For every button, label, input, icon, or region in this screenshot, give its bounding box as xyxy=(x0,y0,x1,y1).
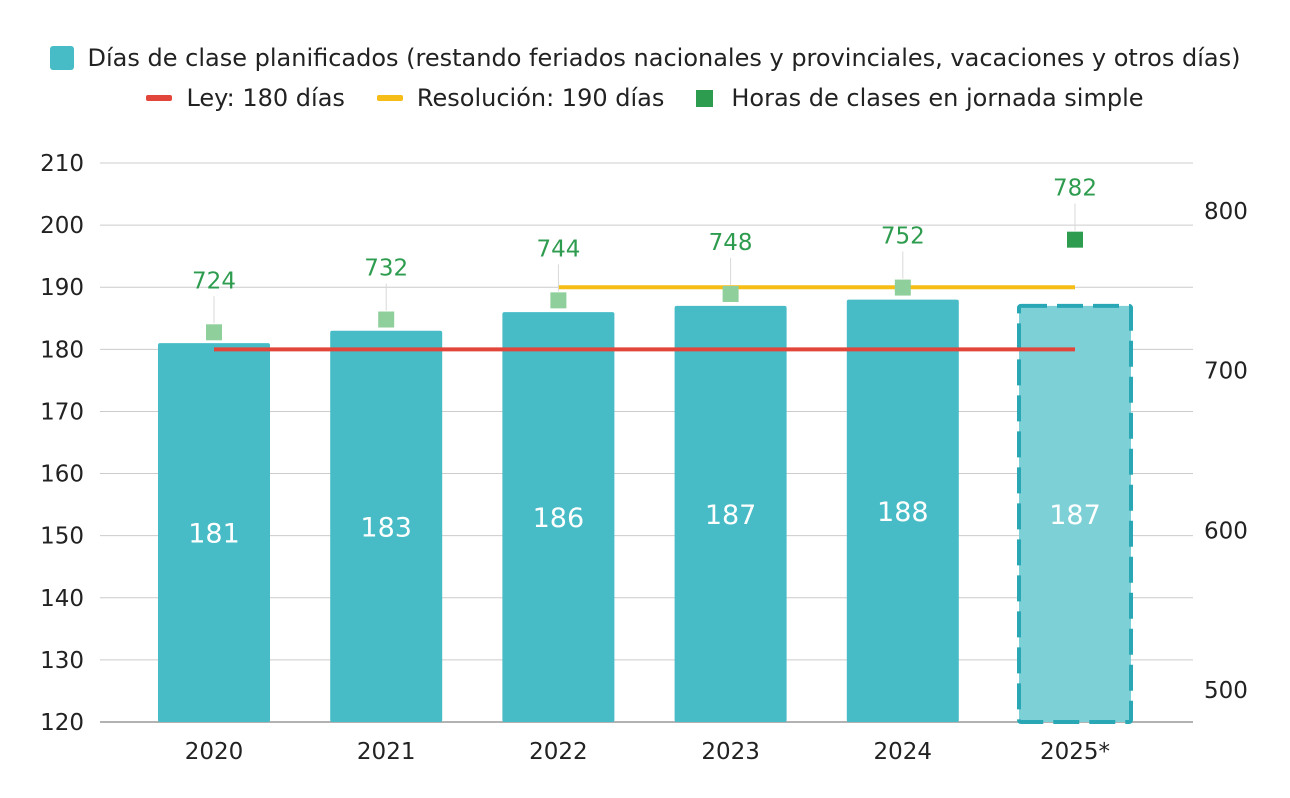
bar-2020 xyxy=(158,343,270,722)
left-tick-label-160: 160 xyxy=(40,462,84,488)
bar-value-label-2022: 186 xyxy=(533,503,585,534)
right-axis: 500 600 700 800 xyxy=(1204,199,1248,704)
legend-item-hours: Horas de clases en jornada simple xyxy=(696,84,1144,112)
left-tick-label-150: 150 xyxy=(40,524,84,550)
bar-2025* xyxy=(1017,303,1133,724)
gridlines xyxy=(100,162,1193,723)
left-tick-label-180: 180 xyxy=(40,337,84,363)
hours-label-2021: 732 xyxy=(364,256,408,282)
reference-lines xyxy=(214,285,1075,352)
legend-label-hours: Horas de clases en jornada simple xyxy=(731,84,1144,112)
left-tick-label-140: 140 xyxy=(40,586,84,612)
bar-value-label-2023: 187 xyxy=(705,500,757,531)
x-tick-label-2025*: 2025* xyxy=(1040,739,1110,765)
legend-swatch-resolucion xyxy=(376,95,403,101)
x-tick-label-2020: 2020 xyxy=(185,739,244,765)
bar-value-label-2024: 188 xyxy=(877,497,929,528)
right-tick-label-600: 600 xyxy=(1204,518,1248,544)
legend-item-bars: Días de clase planificados (restando fer… xyxy=(49,44,1241,72)
left-tick-label-130: 130 xyxy=(40,648,84,674)
left-axis: 120 130 140 150 160 170 180 190 200 210 xyxy=(40,151,84,736)
hours-point-2022 xyxy=(550,292,567,309)
left-tick-label-200: 200 xyxy=(40,213,84,239)
x-tick-label-2023: 2023 xyxy=(701,739,760,765)
x-tick-label-2022: 2022 xyxy=(529,739,588,765)
hours-label-2023: 748 xyxy=(709,230,753,256)
right-tick-label-700: 700 xyxy=(1204,359,1248,385)
bar-value-label-2021: 183 xyxy=(360,512,412,543)
legend-label-resolucion: Resolución: 190 días xyxy=(416,84,665,112)
bar-value-label-2020: 181 xyxy=(188,519,240,550)
left-tick-label-170: 170 xyxy=(40,399,84,425)
hours-points: 724 732 744 748 752 782 xyxy=(192,176,1097,341)
hours-label-2025*: 782 xyxy=(1053,176,1097,202)
legend-swatch-bars xyxy=(49,46,74,70)
hours-point-2020 xyxy=(206,324,222,341)
left-tick-label-190: 190 xyxy=(40,275,84,301)
hours-point-2025* xyxy=(1067,231,1083,248)
bar-2022 xyxy=(502,312,615,722)
x-tick-label-2024: 2024 xyxy=(874,739,933,765)
bar-2021 xyxy=(330,330,443,722)
bars: 181 183 186 187 188 187 xyxy=(158,299,1133,724)
legend-label-ley: Ley: 180 días xyxy=(186,84,345,112)
bar-2024 xyxy=(846,299,959,722)
legend-item-resolucion: Resolución: 190 días xyxy=(376,84,665,112)
legend-item-ley: Ley: 180 días xyxy=(146,84,345,112)
chart-legend: Días de clase planificados (restando fer… xyxy=(0,38,1290,118)
legend-swatch-ley xyxy=(146,95,173,101)
bar-2023 xyxy=(674,305,787,722)
hours-label-2024: 752 xyxy=(881,224,925,250)
hours-point-2023 xyxy=(722,285,739,302)
hours-label-2022: 744 xyxy=(536,236,580,262)
x-axis: 2020 2021 2022 2023 2024 2025* xyxy=(185,739,1110,765)
right-tick-label-800: 800 xyxy=(1204,199,1248,225)
bar-value-label-2025*: 187 xyxy=(1049,500,1101,531)
x-tick-label-2021: 2021 xyxy=(357,739,416,765)
right-tick-label-500: 500 xyxy=(1204,678,1248,704)
hours-point-2024 xyxy=(894,279,911,296)
legend-label-bars: Días de clase planificados (restando fer… xyxy=(87,44,1241,72)
left-tick-label-210: 210 xyxy=(40,151,84,177)
hours-point-2021 xyxy=(378,311,395,328)
hours-label-2020: 724 xyxy=(192,268,236,294)
left-tick-label-120: 120 xyxy=(40,710,84,736)
legend-swatch-hours xyxy=(696,89,714,107)
